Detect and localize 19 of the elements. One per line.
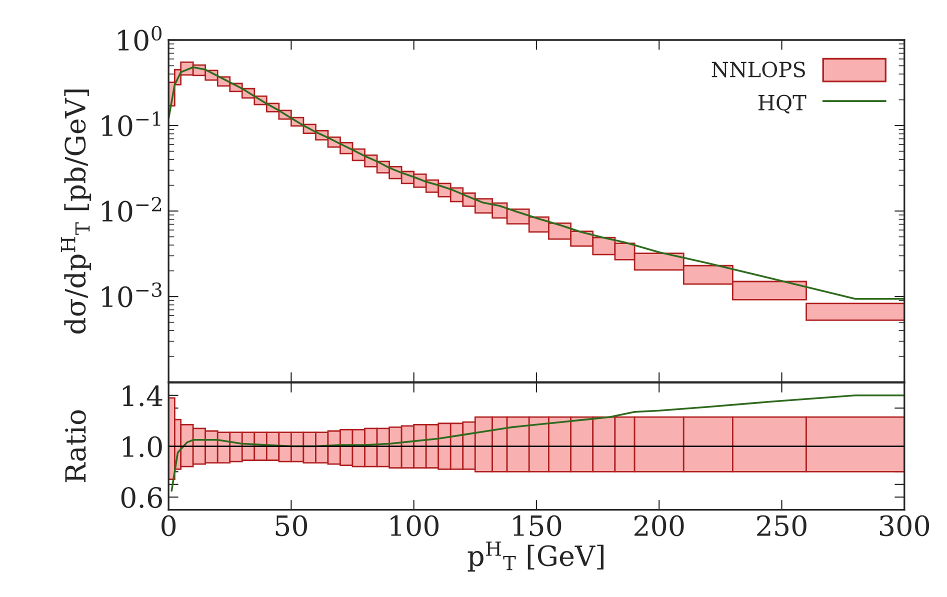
y-axis-title: Ratio — [65, 410, 86, 482]
y-tick-label: 10$^{−2}$ — [102, 196, 162, 222]
x-tick-label: 50 — [276, 515, 308, 536]
x-tick-label: 100 — [390, 515, 439, 536]
y-tick-label: 10$^{0}$ — [118, 26, 162, 51]
x-tick-label: 150 — [513, 515, 562, 536]
x-tick-label: 0 — [162, 515, 176, 536]
x-tick-label: 200 — [634, 515, 684, 536]
y-tick-label: 1.0 — [122, 436, 162, 458]
x-tick-label: 250 — [757, 515, 806, 536]
x-axis-title: p$^{H}$$_{T}$ [GeV] — [468, 542, 604, 572]
y-tick-label: 10$^{−1}$ — [102, 111, 160, 136]
y-tick-label: 0.6 — [121, 487, 162, 508]
y-tick-label: 10$^{−3}$ — [102, 282, 162, 308]
legend-label: NNLOPS — [712, 62, 805, 78]
legend-label: HQT — [758, 94, 806, 114]
y-axis-title: dσ/dp$^{H}$$_{T}$ [pb/GeV] — [61, 90, 92, 334]
y-tick-label: 1.4 — [122, 385, 162, 406]
x-tick-label: 300 — [880, 515, 930, 536]
